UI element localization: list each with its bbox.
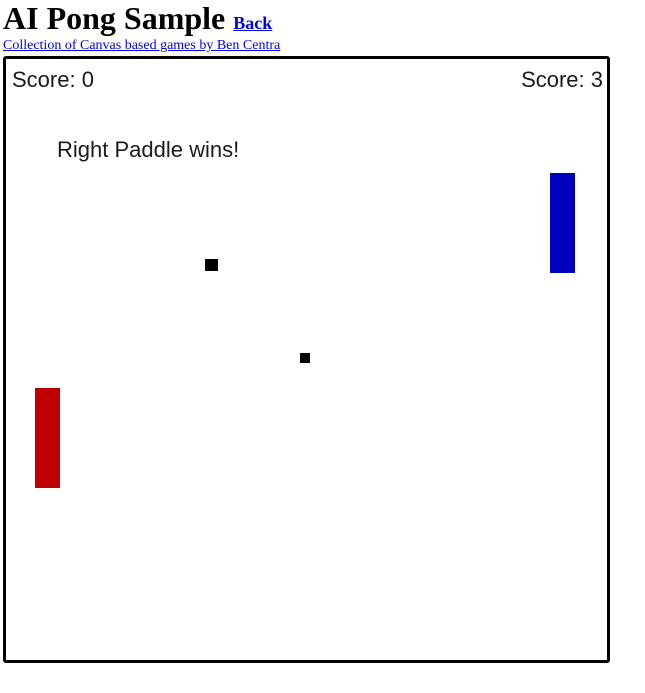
ball [300,353,310,363]
left-paddle [35,388,60,488]
canvas-area: Score: 0 Score: 3 Right Paddle wins! [6,59,607,660]
right-paddle [550,173,575,273]
page-title: AI Pong Sample [3,0,226,36]
left-score: Score: 0 [12,67,94,92]
win-message: Right Paddle wins! [57,137,240,162]
collection-link[interactable]: Collection of Canvas based games by Ben … [3,38,281,53]
right-score: Score: 3 [521,67,603,92]
header: AI Pong Sample Back [3,2,272,34]
game-canvas[interactable]: Score: 0 Score: 3 Right Paddle wins! [3,56,610,663]
ball [205,259,218,271]
back-link[interactable]: Back [233,13,273,33]
